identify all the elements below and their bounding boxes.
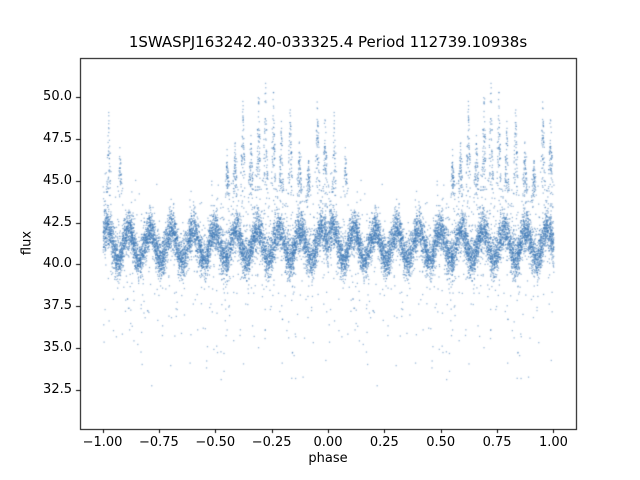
y-tick-label: 50.0: [43, 88, 72, 104]
x-tick-label: 0.50: [426, 435, 456, 450]
x-tick-label: 1.00: [538, 435, 568, 450]
y-axis-label: flux: [19, 230, 35, 256]
y-tick-label: 42.5: [43, 214, 72, 230]
y-tick-label: 37.5: [43, 298, 72, 314]
x-tick-label: −1.00: [82, 435, 123, 450]
y-tick-label: 45.0: [43, 172, 72, 188]
x-tick-label: 0.75: [482, 435, 512, 450]
chart-title: 1SWASPJ163242.40-033325.4 Period 112739.…: [128, 33, 528, 51]
x-tick-label: −0.25: [251, 435, 292, 450]
x-tick-label: 0.00: [313, 435, 343, 450]
y-tick-label: 35.0: [43, 340, 72, 356]
y-tick-label: 32.5: [43, 382, 72, 398]
x-tick-label: −0.75: [138, 435, 179, 450]
y-tick-label: 40.0: [43, 256, 72, 272]
x-axis-label: phase: [308, 451, 348, 466]
y-tick-label: 47.5: [43, 130, 72, 146]
x-tick-label: 0.25: [369, 435, 399, 450]
x-tick-label: −0.50: [195, 435, 236, 450]
